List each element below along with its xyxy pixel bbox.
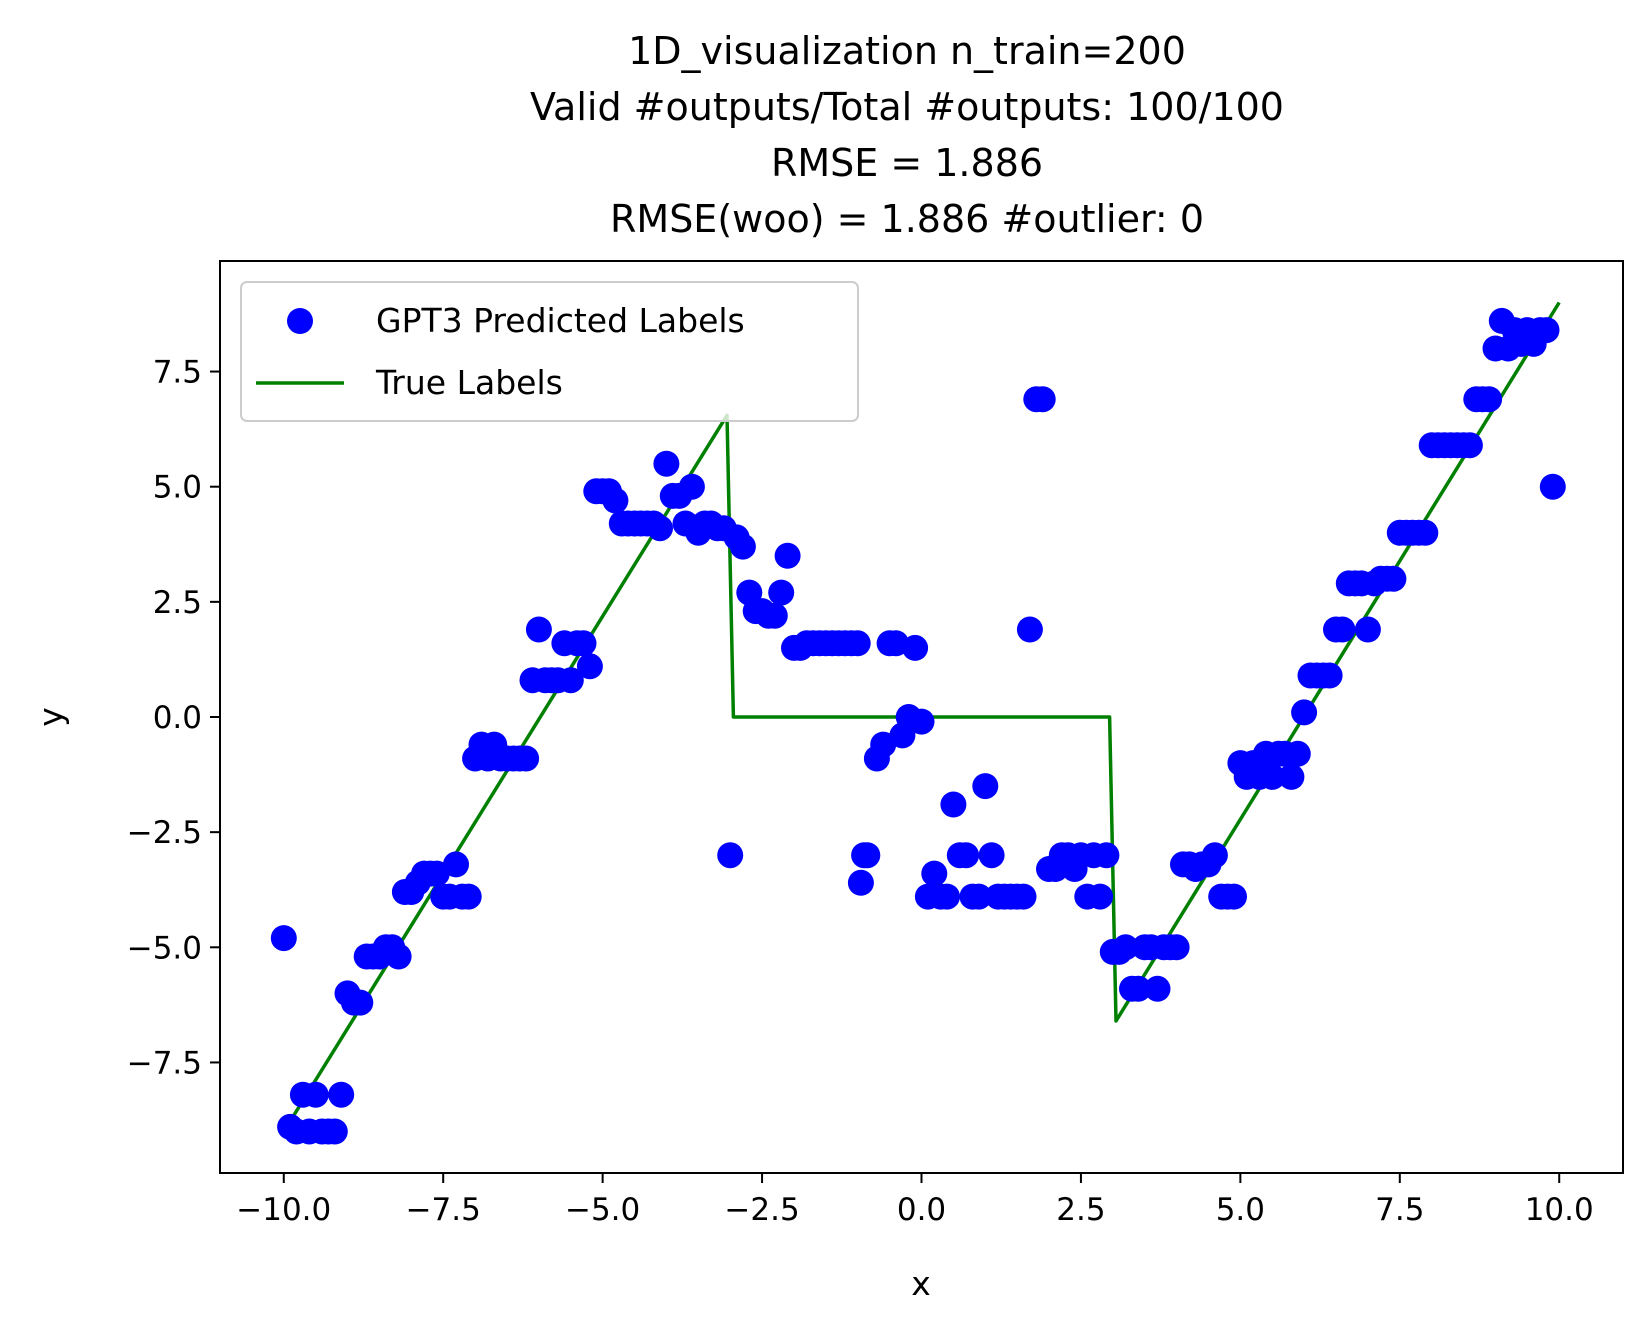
predicted-point [1291,699,1318,726]
predicted-point [921,860,948,887]
predicted-point [978,842,1005,869]
predicted-point [953,842,980,869]
predicted-point [647,515,673,542]
predicted-point [455,883,482,910]
x-axis: −10.0 −7.5 −5.0 −2.5 0.0 2.5 5.0 7.5 10.0 [236,1173,1594,1228]
predicted-point [570,630,597,657]
predicted-point [1284,740,1311,767]
y-axis-label: y [31,707,70,727]
predicted-point [761,602,788,629]
x-tick-label: −7.5 [406,1192,481,1228]
predicted-point [1456,432,1483,459]
predicted-point [1221,883,1247,910]
predicted-point [576,653,603,680]
predicted-point [1112,934,1139,961]
predicted-point [270,925,297,952]
x-tick-label: 0.0 [897,1192,946,1228]
title-line-3: RMSE = 1.886 [771,141,1043,185]
predicted-point [1329,616,1356,643]
predicted-point [302,1081,329,1108]
title-line-2: Valid #outputs/Total #outputs: 100/100 [530,85,1284,129]
predicted-point [678,473,705,500]
predicted-point [525,616,552,643]
y-tick-label: 0.0 [153,700,202,736]
y-tick-label: −5.0 [127,930,202,966]
predicted-point [1412,519,1439,546]
y-tick-label: 7.5 [153,355,202,391]
predicted-point [602,487,629,514]
predicted-point [1087,883,1114,910]
x-tick-label: −5.0 [565,1192,640,1228]
predicted-point [1163,934,1190,961]
y-tick-label: 5.0 [153,470,202,506]
predicted-point [557,667,584,694]
x-tick-label: 7.5 [1375,1192,1424,1228]
predicted-point [347,989,374,1016]
predicted-point [1201,842,1228,869]
predicted-point [513,745,540,772]
legend-box [240,281,859,422]
predicted-point [1476,386,1503,413]
y-tick-label: 2.5 [153,585,202,621]
predicted-point [1029,386,1056,413]
predicted-point [854,842,881,869]
predicted-point [1278,763,1305,790]
predicted-point [1533,317,1560,344]
x-tick-label: 5.0 [1216,1192,1265,1228]
predicted-point [774,542,801,569]
predicted-point [443,851,469,878]
predicted-point [1010,883,1037,910]
legend-label-true: True Labels [375,363,563,402]
predicted-point [717,842,744,869]
predicted-point [844,630,871,657]
predicted-point [653,450,680,477]
predicted-point [729,533,756,560]
predicted-point [934,883,960,910]
predicted-labels-layer [270,307,1566,1145]
title-line-1: 1D_visualization n_train=200 [628,29,1186,73]
legend-label-predicted: GPT3 Predicted Labels [376,301,745,340]
y-tick-label: −7.5 [127,1045,202,1081]
predicted-point [768,579,795,606]
x-tick-label: −10.0 [236,1192,331,1228]
predicted-point [940,791,967,818]
predicted-point [902,634,929,661]
title-line-4: RMSE(woo) = 1.886 #outlier: 0 [610,197,1204,241]
predicted-point [1093,842,1120,869]
predicted-point [1144,975,1171,1002]
predicted-point [965,883,992,910]
x-tick-label: −2.5 [724,1192,799,1228]
predicted-point [1380,565,1407,592]
predicted-point [1316,662,1343,689]
predicted-point [972,773,999,800]
plot-area [219,260,1624,1174]
predicted-point [385,943,412,970]
chart-title: 1D_visualization n_train=200 Valid #outp… [530,29,1284,241]
predicted-point [328,1081,355,1108]
predicted-point [1125,975,1152,1002]
y-tick-label: −2.5 [127,815,202,851]
predicted-point [321,1118,348,1145]
legend: GPT3 Predicted Labels True Labels [240,281,859,422]
predicted-point [847,869,874,896]
predicted-point [1354,616,1381,643]
predicted-point [1539,473,1566,500]
legend-marker-predicted [287,308,313,334]
x-tick-label: 2.5 [1056,1192,1105,1228]
x-axis-label: x [911,1264,931,1303]
predicted-point [1259,763,1286,790]
x-tick-label: 10.0 [1525,1192,1594,1228]
predicted-point [908,708,935,735]
predicted-point [1016,616,1043,643]
y-axis: 7.5 5.0 2.5 0.0 −2.5 −5.0 −7.5 [127,355,220,1081]
